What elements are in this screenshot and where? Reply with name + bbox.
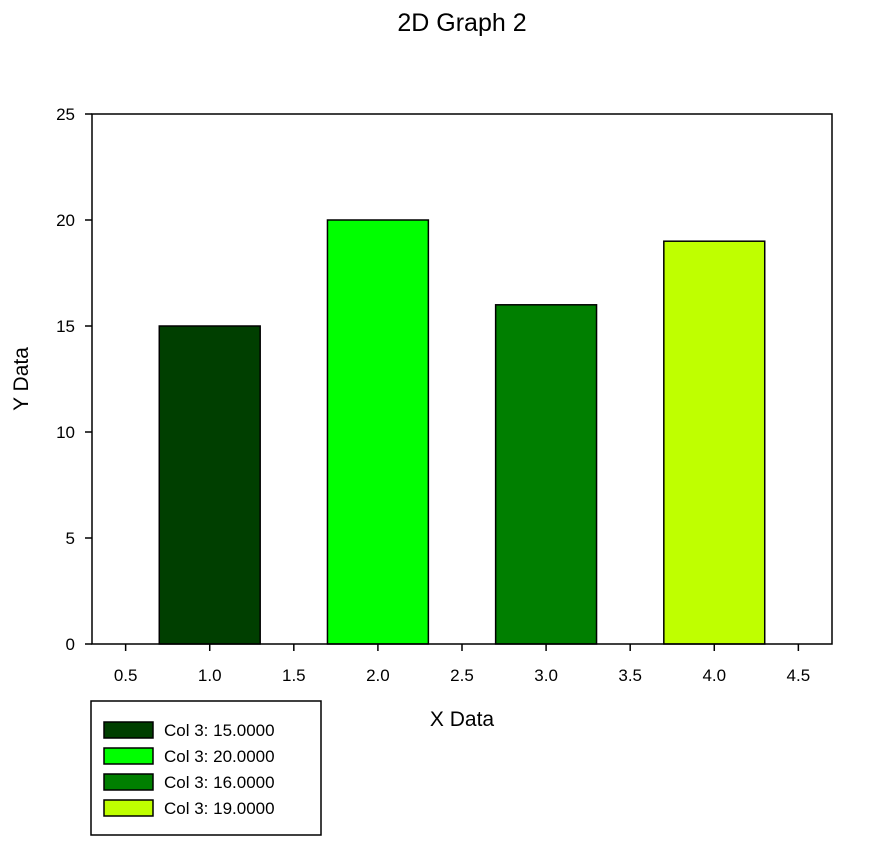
x-tick-label: 3.5 — [618, 666, 642, 685]
y-tick-label: 10 — [56, 423, 75, 442]
legend-label: Col 3: 16.0000 — [164, 773, 275, 792]
legend-label: Col 3: 19.0000 — [164, 799, 275, 818]
bar-4 — [663, 240, 766, 645]
chart-title: 2D Graph 2 — [397, 9, 526, 37]
legend-swatch — [103, 773, 154, 791]
y-tick-label: 0 — [66, 635, 75, 654]
x-tick-label: 1.0 — [198, 666, 222, 685]
x-axis: 0.5 1.0 1.5 2.0 2.5 3.0 3.5 4.0 4.5 — [114, 644, 810, 685]
x-axis-label: X Data — [430, 708, 495, 731]
y-tick-label: 25 — [56, 105, 75, 124]
x-tick-label: 2.0 — [366, 666, 390, 685]
x-tick-label: 4.0 — [702, 666, 726, 685]
legend-label: Col 3: 15.0000 — [164, 721, 275, 740]
bar-2 — [326, 219, 430, 645]
bar-3 — [494, 304, 598, 645]
y-tick-label: 15 — [56, 317, 75, 336]
x-tick-label: 2.5 — [450, 666, 474, 685]
legend-swatch — [103, 747, 154, 765]
x-tick-label: 0.5 — [114, 666, 138, 685]
legend-label: Col 3: 20.0000 — [164, 747, 275, 766]
y-tick-label: 20 — [56, 211, 75, 230]
y-axis-label: Y Data — [10, 347, 33, 411]
y-tick-label: 5 — [66, 529, 75, 548]
x-tick-label: 1.5 — [282, 666, 306, 685]
y-axis: 0 5 10 15 20 25 — [56, 105, 92, 654]
legend: Col 3: 15.0000 Col 3: 20.0000 Col 3: 16.00… — [90, 700, 322, 836]
x-tick-label: 4.5 — [787, 666, 811, 685]
legend-swatch — [103, 799, 154, 817]
bar-group — [158, 219, 766, 645]
legend-swatch — [103, 721, 154, 739]
bar-1 — [158, 325, 261, 645]
x-tick-label: 3.0 — [534, 666, 558, 685]
